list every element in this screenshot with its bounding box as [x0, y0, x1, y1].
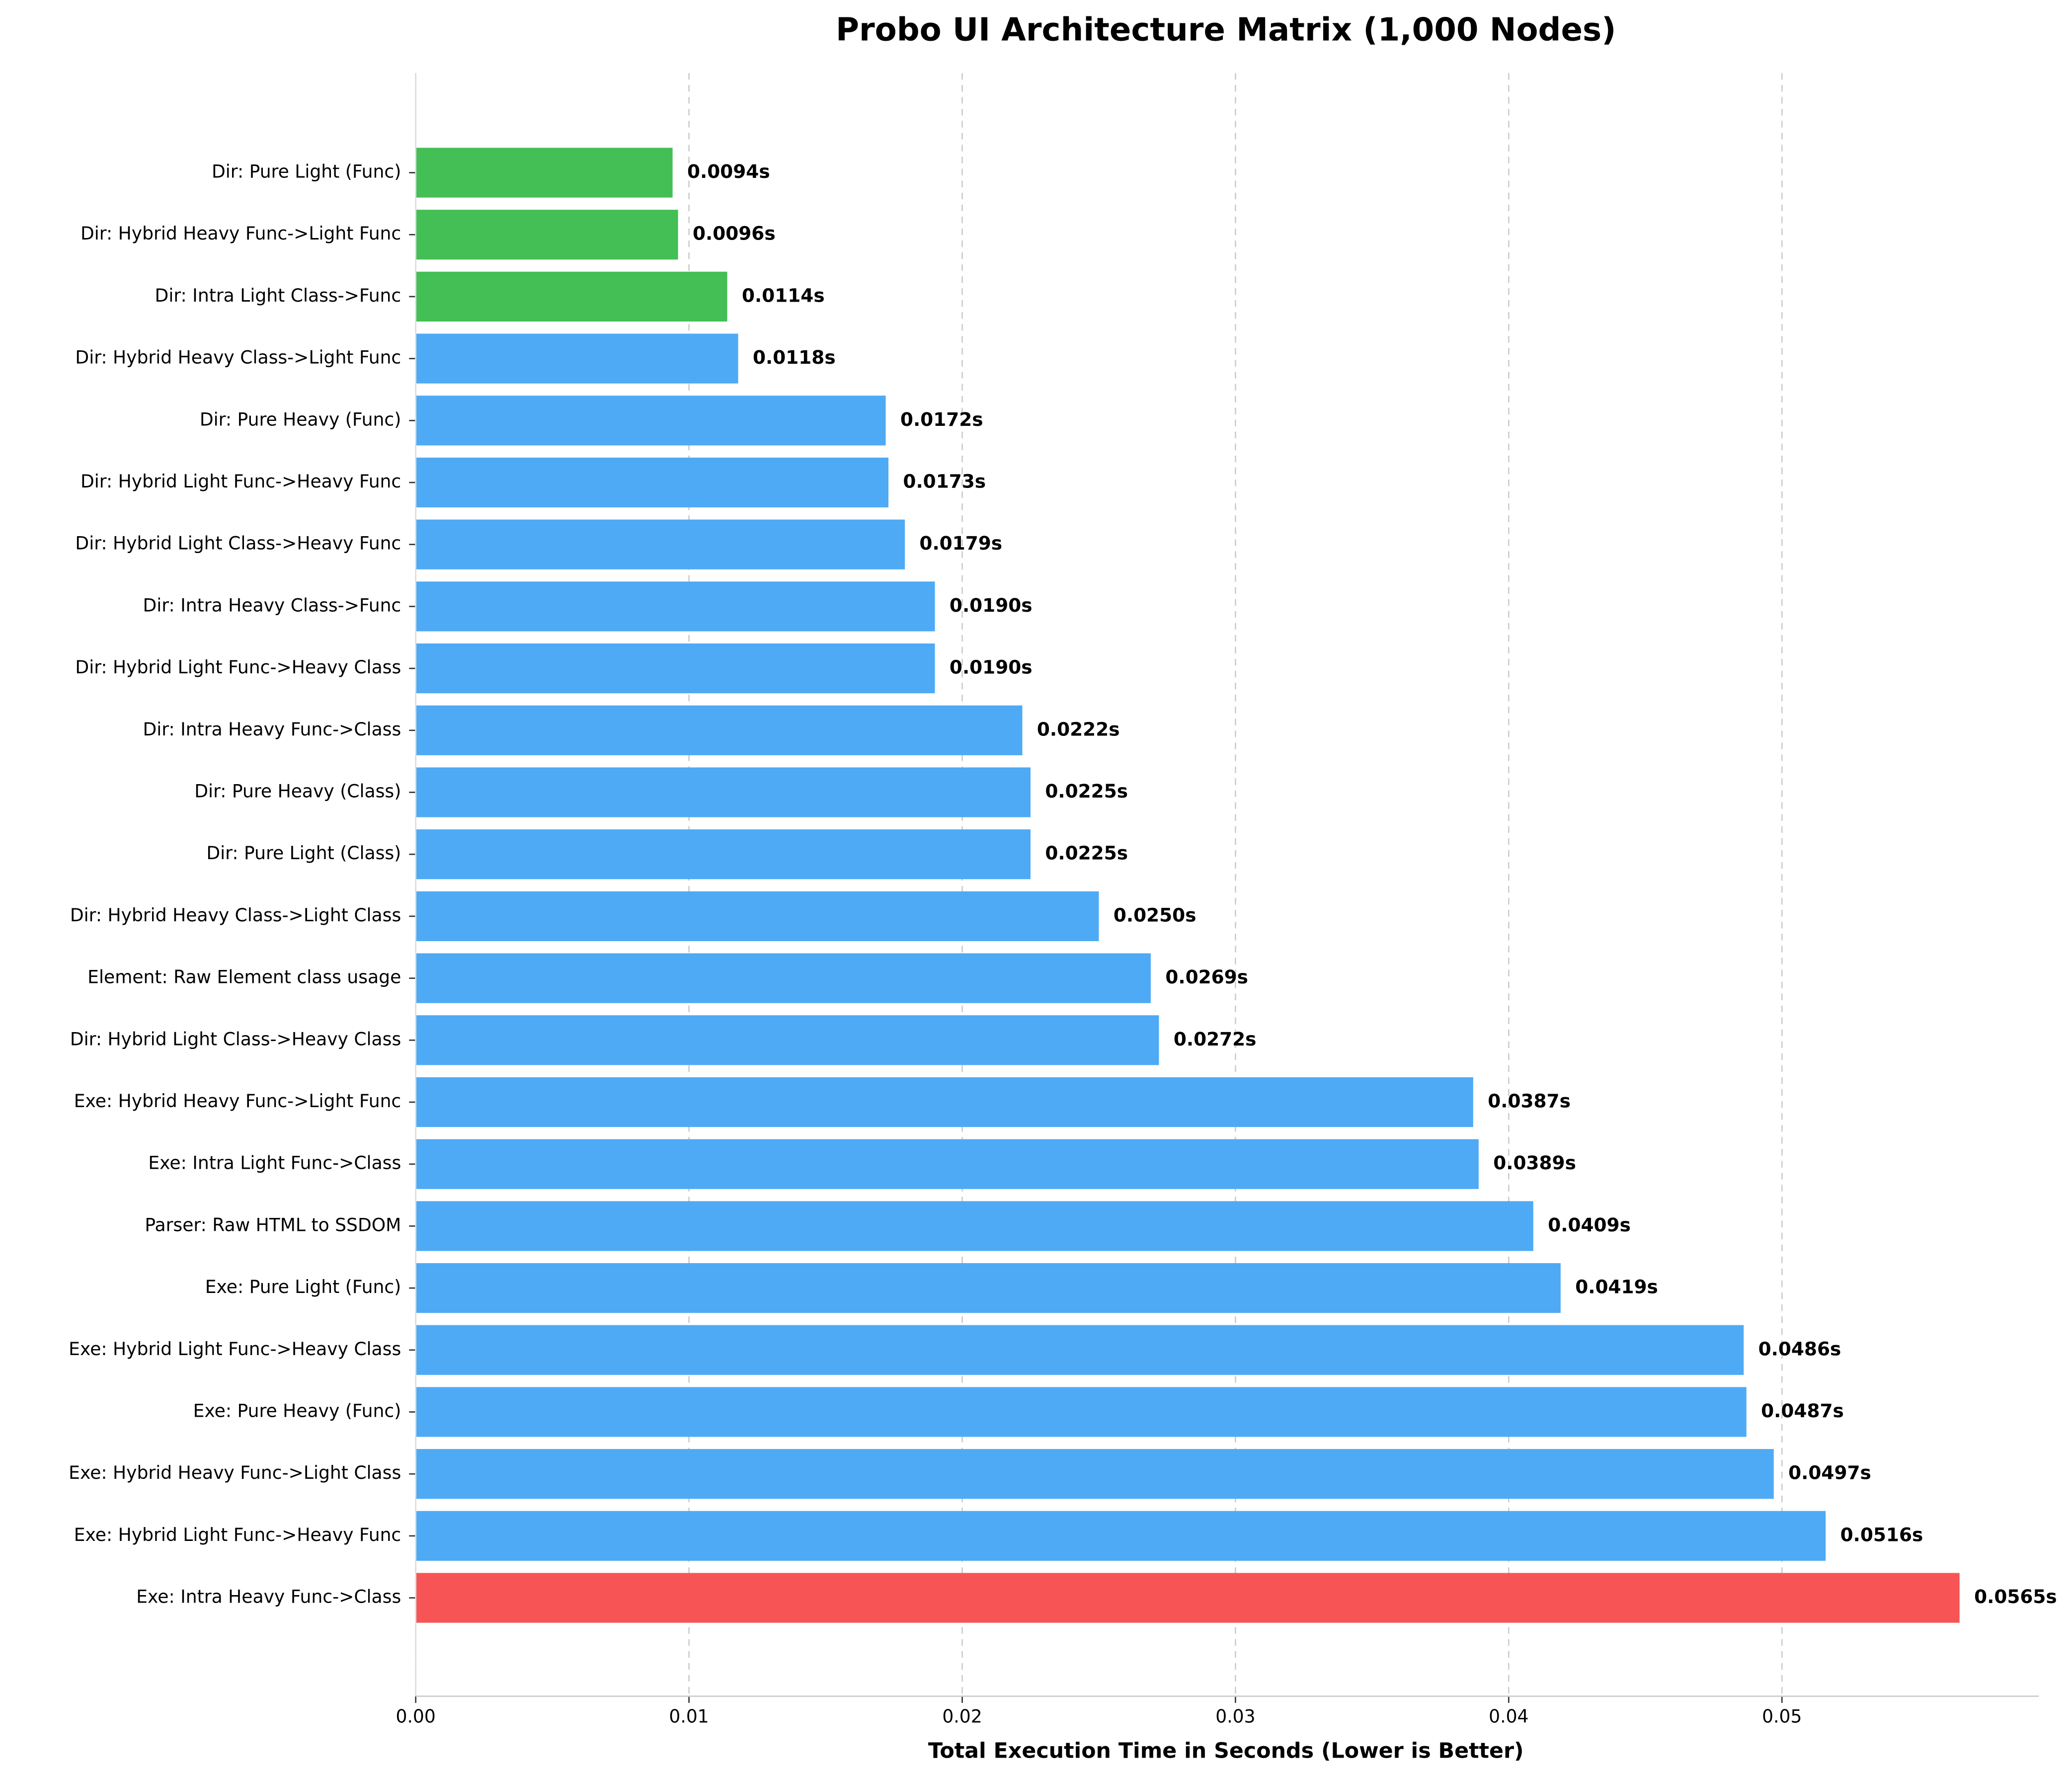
value-label: 0.0222s [1037, 718, 1120, 740]
bar [415, 1511, 1826, 1561]
bar [415, 519, 905, 569]
bar [415, 891, 1099, 942]
bar [415, 1263, 1561, 1313]
y-tick-label: Exe: Hybrid Light Func->Heavy Class [69, 1339, 401, 1360]
value-label: 0.0190s [950, 656, 1033, 678]
y-tick-label: Dir: Hybrid Light Func->Heavy Class [75, 657, 401, 678]
y-tick-label: Exe: Intra Heavy Func->Class [136, 1587, 401, 1608]
value-label: 0.0225s [1045, 842, 1128, 864]
x-tick-label: 0.03 [1215, 1706, 1255, 1727]
y-tick-label: Element: Raw Element class usage [87, 967, 401, 988]
bar [415, 1139, 1479, 1189]
bar [415, 767, 1031, 817]
x-tick-label: 0.00 [396, 1706, 436, 1727]
value-label: 0.0389s [1493, 1152, 1576, 1174]
value-label: 0.0172s [900, 408, 983, 430]
value-label: 0.0114s [742, 284, 825, 306]
value-label: 0.0486s [1758, 1338, 1841, 1360]
x-tick-label: 0.02 [942, 1706, 982, 1727]
chart-title: Probo UI Architecture Matrix (1,000 Node… [836, 11, 1616, 49]
bar [415, 1573, 1960, 1623]
value-label: 0.0487s [1761, 1400, 1844, 1422]
bar [415, 148, 673, 198]
value-label: 0.0173s [903, 470, 986, 492]
y-tick-label: Dir: Pure Light (Class) [206, 843, 401, 864]
y-tick-label: Dir: Pure Heavy (Func) [200, 409, 401, 430]
value-label: 0.0094s [687, 161, 770, 182]
value-label: 0.0565s [1974, 1586, 2057, 1608]
y-tick-label: Dir: Hybrid Light Class->Heavy Func [75, 533, 401, 554]
value-label: 0.0096s [693, 223, 776, 244]
bar [415, 210, 678, 260]
bar [415, 705, 1023, 755]
y-tick-label: Exe: Pure Heavy (Func) [193, 1400, 401, 1421]
bar [415, 333, 738, 384]
y-tick-label: Exe: Intra Light Func->Class [148, 1153, 401, 1174]
y-tick-label: Dir: Hybrid Heavy Class->Light Func [75, 347, 401, 368]
y-tick-label: Dir: Hybrid Heavy Func->Light Func [80, 223, 401, 244]
y-tick-label: Exe: Hybrid Light Func->Heavy Func [74, 1525, 401, 1545]
value-label: 0.0190s [950, 594, 1033, 616]
bar [415, 953, 1151, 1003]
y-tick-label: Dir: Intra Heavy Class->Func [143, 595, 401, 616]
bar [415, 1015, 1159, 1065]
bar [415, 1449, 1774, 1499]
y-tick-label: Dir: Intra Light Class->Func [155, 285, 401, 306]
bar [415, 271, 727, 322]
x-tick-label: 0.01 [669, 1706, 709, 1727]
x-tick-label: 0.05 [1762, 1706, 1802, 1727]
y-tick-label: Dir: Intra Heavy Func->Class [143, 719, 401, 740]
y-tick-label: Dir: Hybrid Light Func->Heavy Func [80, 471, 401, 492]
bar [415, 457, 889, 508]
y-tick-label: Dir: Hybrid Light Class->Heavy Class [70, 1029, 401, 1049]
value-label: 0.0118s [753, 346, 836, 368]
value-label: 0.0419s [1575, 1276, 1658, 1298]
y-tick-label: Dir: Pure Light (Func) [212, 161, 401, 182]
y-tick-label: Exe: Hybrid Heavy Func->Light Func [74, 1091, 401, 1112]
bar [415, 1387, 1747, 1437]
y-tick-label: Dir: Hybrid Heavy Class->Light Class [70, 905, 401, 926]
value-label: 0.0516s [1840, 1524, 1923, 1545]
y-tick-label: Exe: Hybrid Heavy Func->Light Class [69, 1462, 401, 1483]
value-label: 0.0272s [1174, 1028, 1257, 1050]
value-label: 0.0409s [1548, 1214, 1631, 1236]
value-label: 0.0497s [1788, 1462, 1871, 1484]
bar [415, 1077, 1473, 1127]
y-tick-label: Parser: Raw HTML to SSDOM [145, 1214, 401, 1235]
value-label: 0.0387s [1488, 1090, 1571, 1112]
y-tick-label: Exe: Pure Light (Func) [205, 1277, 401, 1297]
bar [415, 643, 935, 694]
value-label: 0.0225s [1045, 780, 1128, 802]
bar [415, 1201, 1533, 1251]
value-label: 0.0269s [1165, 966, 1248, 988]
y-tick-label: Dir: Pure Heavy (Class) [194, 781, 401, 802]
bar [415, 581, 935, 632]
bar [415, 1325, 1744, 1375]
value-label: 0.0179s [919, 532, 1002, 554]
x-axis-label: Total Execution Time in Seconds (Lower i… [928, 1738, 1524, 1763]
value-label: 0.0250s [1114, 904, 1196, 926]
bar [415, 829, 1031, 880]
x-tick-label: 0.04 [1489, 1706, 1528, 1727]
bar [415, 396, 886, 446]
